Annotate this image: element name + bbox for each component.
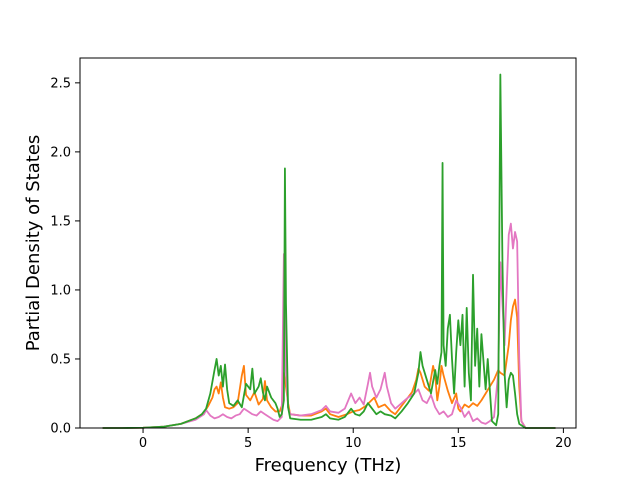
- y-tick-label: 1.5: [50, 214, 71, 229]
- x-tick-label: 5: [244, 436, 252, 451]
- y-axis-ticks: 0.0 0.5 1.0 1.5 2.0 2.5: [50, 76, 80, 437]
- series-layer: [102, 73, 556, 429]
- x-axis-label: Frequency (THz): [255, 455, 402, 476]
- y-tick-label: 0.0: [50, 422, 71, 437]
- x-tick-label: 0: [139, 436, 147, 451]
- plot-frame: [79, 57, 577, 429]
- series-line-2: [102, 222, 556, 429]
- y-tick-label: 1.0: [50, 283, 71, 298]
- y-tick-label: 0.5: [50, 352, 71, 367]
- plot-area: [80, 58, 576, 428]
- x-axis-ticks: 0 5 10 15 20: [139, 428, 572, 451]
- y-axis-label: Partial Density of States: [23, 135, 44, 352]
- y-tick-label: 2.0: [50, 145, 71, 160]
- x-tick-label: 10: [345, 436, 362, 451]
- series-line-3: [102, 73, 556, 429]
- x-tick-label: 20: [555, 436, 572, 451]
- x-tick-label: 15: [450, 436, 467, 451]
- y-tick-label: 2.5: [50, 76, 71, 91]
